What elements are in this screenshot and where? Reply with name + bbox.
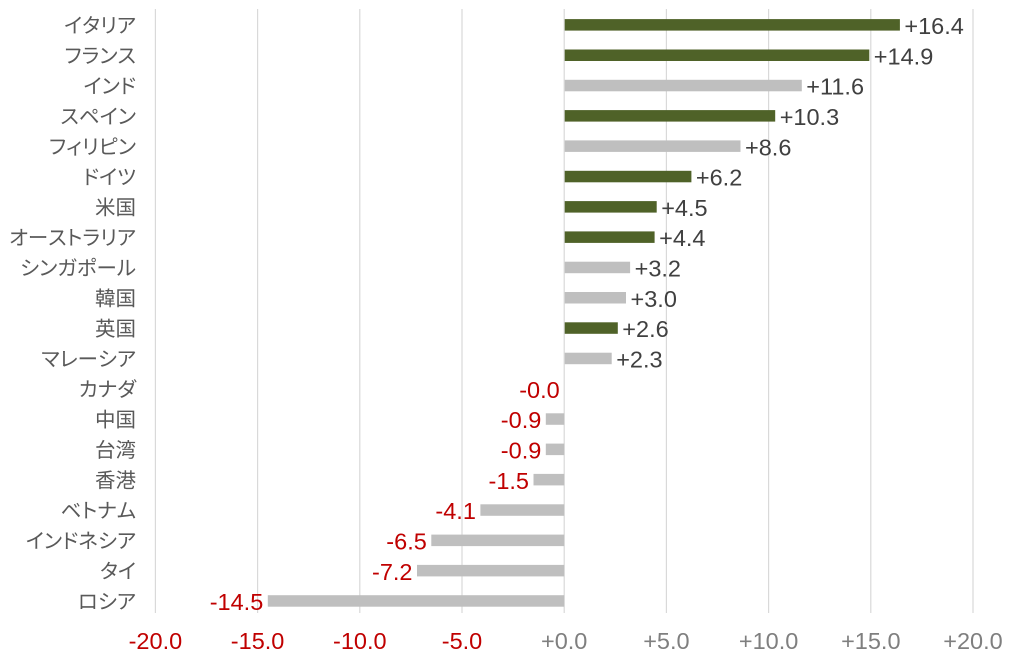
svg-text:-5.0: -5.0 [442,628,483,654]
svg-text:+3.2: +3.2 [635,256,681,282]
svg-text:-4.1: -4.1 [435,498,476,524]
svg-text:-7.2: -7.2 [372,559,413,585]
svg-text:+4.4: +4.4 [659,225,705,251]
svg-text:+15.0: +15.0 [841,628,900,654]
svg-text:-6.5: -6.5 [386,528,427,554]
svg-text:+4.5: +4.5 [661,195,707,221]
svg-text:+10.3: +10.3 [780,104,839,130]
svg-text:-1.5: -1.5 [489,468,530,494]
svg-text:-10.0: -10.0 [333,628,387,654]
svg-text:+5.0: +5.0 [643,628,689,654]
svg-text:+11.6: +11.6 [806,74,864,100]
svg-text:-20.0: -20.0 [129,628,183,654]
svg-text:+20.0: +20.0 [943,628,1002,654]
svg-text:+2.6: +2.6 [622,316,668,342]
svg-text:+8.6: +8.6 [745,134,791,160]
svg-text:+16.4: +16.4 [904,13,963,39]
svg-text:+14.9: +14.9 [874,43,933,69]
svg-text:-15.0: -15.0 [231,628,285,654]
svg-text:+3.0: +3.0 [631,286,677,312]
svg-text:-0.9: -0.9 [501,407,542,433]
svg-text:+0.0: +0.0 [541,628,587,654]
svg-text:+2.3: +2.3 [616,347,662,373]
svg-text:+6.2: +6.2 [696,165,742,191]
svg-text:-0.9: -0.9 [501,438,542,464]
svg-text:-0.0: -0.0 [519,377,560,403]
svg-text:-14.5: -14.5 [210,589,264,615]
svg-text:+10.0: +10.0 [739,628,798,654]
